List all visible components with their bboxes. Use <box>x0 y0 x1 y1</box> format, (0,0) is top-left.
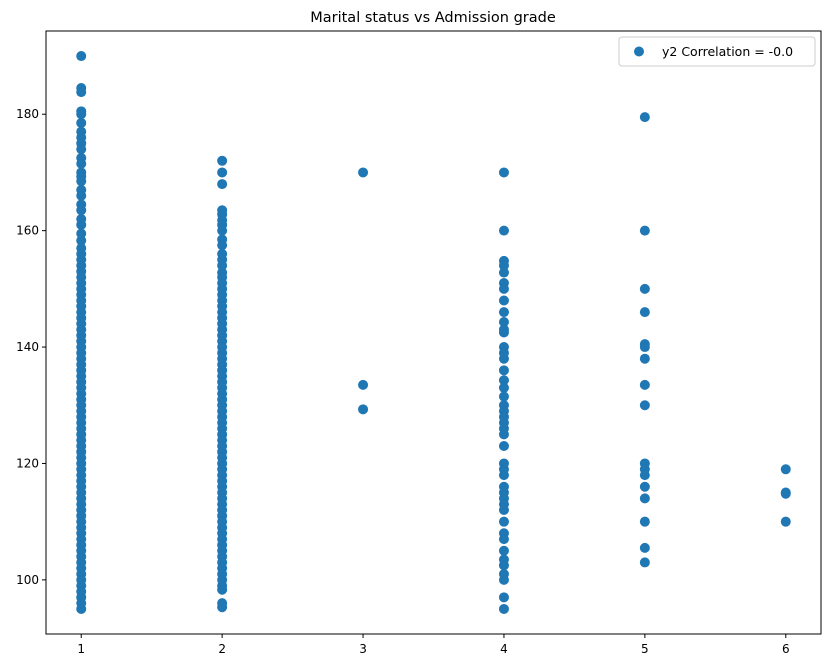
data-point <box>639 353 650 364</box>
data-point <box>639 516 650 527</box>
data-point <box>76 219 87 230</box>
data-point <box>639 379 650 390</box>
data-point <box>498 382 509 393</box>
y-tick-label: 180 <box>16 107 39 121</box>
data-point <box>498 307 509 318</box>
data-point <box>498 603 509 614</box>
data-point <box>498 283 509 294</box>
data-point <box>639 225 650 236</box>
data-point <box>498 375 509 386</box>
data-point <box>498 534 509 545</box>
data-point <box>639 400 650 411</box>
legend-marker <box>634 46 644 57</box>
data-point <box>498 327 509 338</box>
data-point <box>498 317 509 328</box>
data-point <box>76 205 87 216</box>
data-point <box>498 574 509 585</box>
data-point <box>498 365 509 376</box>
data-point <box>498 429 509 440</box>
data-point <box>76 51 87 62</box>
data-point <box>498 470 509 481</box>
chart-title: Marital status vs Admission grade <box>310 10 556 26</box>
y-tick-label: 120 <box>16 456 39 470</box>
data-point <box>217 179 228 190</box>
x-tick-label: 3 <box>359 642 367 656</box>
data-point <box>217 155 228 166</box>
data-point <box>76 190 87 201</box>
data-point <box>498 295 509 306</box>
data-point <box>358 167 369 178</box>
data-point <box>217 240 228 251</box>
data-point <box>498 560 509 571</box>
data-point <box>358 379 369 390</box>
data-point <box>217 584 228 595</box>
data-point <box>498 391 509 402</box>
data-point <box>217 602 228 613</box>
data-point <box>780 488 791 499</box>
x-tick-label: 5 <box>641 642 649 656</box>
data-point <box>639 283 650 294</box>
data-point <box>76 87 87 98</box>
data-point <box>217 167 228 178</box>
data-point <box>498 353 509 364</box>
data-point <box>76 158 87 169</box>
data-point <box>498 545 509 556</box>
data-point <box>639 307 650 318</box>
x-axis: 1 2 3 4 5 6 <box>77 634 790 656</box>
data-point <box>76 117 87 128</box>
data-point <box>76 176 87 187</box>
data-point <box>498 441 509 451</box>
x-tick-label: 2 <box>218 642 226 656</box>
y-tick-label: 100 <box>16 573 39 587</box>
data-point <box>639 342 650 353</box>
data-point <box>498 267 509 278</box>
x-tick-label: 1 <box>77 642 85 656</box>
data-point <box>780 464 791 475</box>
data-point <box>498 225 509 236</box>
data-point <box>76 144 87 155</box>
data-point <box>217 260 228 271</box>
plot-area-frame <box>45 30 822 635</box>
y-axis: 100 120 140 160 180 <box>16 107 46 587</box>
data-point <box>639 493 650 504</box>
data-point <box>358 404 369 415</box>
y-tick-label: 140 <box>16 340 39 354</box>
data-point <box>639 470 650 481</box>
x-tick-label: 6 <box>782 642 790 656</box>
legend: y2 Correlation = -0.0 <box>618 36 816 67</box>
data-point <box>76 228 87 239</box>
data-point <box>217 225 228 236</box>
legend-box <box>618 36 816 67</box>
data-point <box>76 109 87 120</box>
data-point <box>780 516 791 527</box>
data-point <box>498 167 509 178</box>
data-point <box>498 516 509 527</box>
data-point <box>76 603 87 614</box>
data-point <box>76 235 87 246</box>
data-point <box>639 557 650 568</box>
scatter-points <box>76 51 791 614</box>
y-tick-label: 160 <box>16 224 39 238</box>
data-point <box>639 112 650 123</box>
data-point <box>498 260 509 271</box>
legend-label: y2 Correlation = -0.0 <box>662 44 793 59</box>
data-point <box>498 505 509 516</box>
data-point <box>639 542 650 553</box>
data-point <box>498 592 509 603</box>
x-tick-label: 4 <box>500 642 508 656</box>
data-point <box>639 481 650 492</box>
